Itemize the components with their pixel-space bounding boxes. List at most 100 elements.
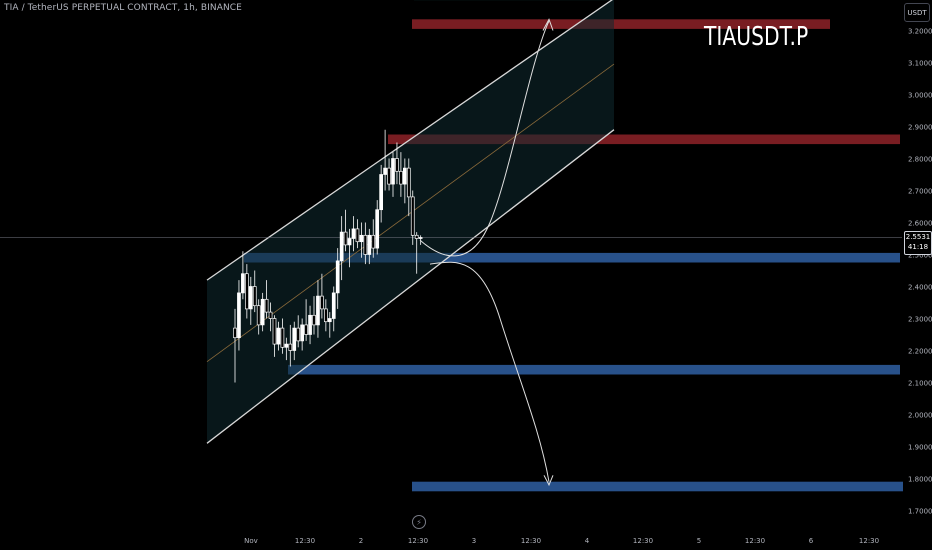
candle-body	[304, 324, 308, 335]
candle-body	[351, 228, 356, 239]
zones-layer	[244, 19, 903, 492]
candle-body	[379, 174, 383, 211]
bolt-icon[interactable]: ⚡	[412, 515, 426, 529]
channel-extension	[414, 0, 614, 1]
bearish-projection	[429, 261, 550, 482]
support-zone	[244, 252, 900, 263]
candle-body	[241, 273, 245, 294]
support-zone	[412, 481, 903, 492]
candle-body	[264, 298, 269, 313]
time-axis: Nov 12:30 2 12:30 3 12:30 4 12:30 5 12:30 6 12:30	[244, 537, 879, 545]
resistance-zone	[388, 134, 900, 145]
price-tick-label: 2.4000	[908, 284, 932, 292]
price-tick-label: 2.6000	[908, 220, 932, 228]
candle-body	[375, 209, 380, 249]
candle-body	[233, 327, 237, 339]
candle-body	[410, 196, 415, 236]
candle-body	[284, 343, 289, 348]
time-tick-label: 2	[359, 537, 363, 545]
candle-body	[406, 167, 411, 198]
candle-body	[343, 231, 348, 246]
time-tick-label: 4	[585, 537, 590, 545]
candle-body	[359, 234, 364, 243]
price-tick-label: 3.2000	[908, 28, 932, 36]
candle-body	[327, 318, 332, 323]
time-tick-label: 6	[809, 537, 814, 545]
price-tick-label: 2.3000	[908, 316, 932, 324]
candle-body	[276, 327, 281, 345]
candle-body	[324, 308, 328, 323]
candle-body	[288, 343, 293, 351]
price-tick-label: 1.7000	[908, 508, 932, 516]
price-tick-label: 1.8000	[908, 476, 932, 484]
support-zone	[288, 364, 900, 375]
price-tick-label: 2.9000	[908, 124, 932, 132]
channel-fill	[207, 0, 614, 444]
candle-body	[320, 295, 324, 310]
candle-body	[256, 305, 261, 326]
symbol-header: TIA / TetherUS PERPETUAL CONTRACT, 1h, B…	[4, 3, 242, 13]
channel-lower-line	[206, 129, 615, 444]
candle-body	[339, 231, 344, 262]
price-tick-label: 2.7000	[908, 188, 932, 196]
time-tick-label: Nov	[244, 537, 258, 545]
candle-body	[371, 234, 376, 249]
price-tick-label: 3.0000	[908, 92, 932, 100]
candle-body	[414, 234, 419, 239]
candle-body	[248, 286, 253, 310]
time-tick-label: 5	[697, 537, 701, 545]
candle-body	[312, 314, 316, 326]
candle-body	[316, 295, 320, 326]
candle-body	[383, 167, 387, 175]
candle-body	[418, 237, 423, 239]
candle-body	[260, 298, 265, 326]
time-tick-label: 12:30	[295, 537, 315, 545]
price-tick-label: 3.1000	[908, 60, 932, 68]
price-tick-label: 1.9000	[908, 444, 932, 452]
time-tick-label: 12:30	[745, 537, 765, 545]
last-price-value: 2.5531	[905, 233, 931, 241]
candle-body	[399, 170, 403, 185]
resistance-zone	[412, 19, 830, 29]
ticker-watermark: TIAUSDT.P	[704, 22, 809, 52]
candle-body	[308, 314, 312, 335]
last-price-label: 2.5531 41:18	[904, 231, 932, 255]
price-axis: 3.2000 3.1000 3.0000 2.9000 2.8000 2.7000 2.60…	[908, 28, 932, 516]
candle-body	[331, 292, 336, 319]
price-tick-label: 2.1000	[908, 380, 932, 388]
candle-body	[296, 327, 301, 342]
candle-body	[280, 327, 285, 348]
arrow-up-icon	[542, 18, 554, 31]
candle-body	[355, 228, 360, 243]
candle-body	[245, 273, 249, 310]
candle-body	[387, 167, 391, 185]
price-tick-label: 2.8000	[908, 156, 932, 164]
time-tick-label: 12:30	[859, 537, 879, 545]
projection-paths	[419, 18, 554, 487]
candle-body	[403, 167, 407, 185]
parallel-channel	[0, 0, 902, 444]
candle-body	[292, 327, 297, 351]
candle-body	[363, 234, 368, 255]
price-tick-label: 2.2000	[908, 348, 932, 356]
candle-body	[272, 318, 277, 345]
candle-body	[347, 238, 352, 246]
channel-upper-line	[206, 0, 613, 281]
candle-body	[300, 324, 304, 342]
candle-body	[237, 292, 241, 339]
time-tick-label: 12:30	[633, 537, 653, 545]
candles-layer	[233, 129, 423, 383]
candle-body	[391, 158, 395, 185]
time-tick-label: 12:30	[408, 537, 428, 545]
time-tick-label: 3	[472, 537, 476, 545]
candle-body	[335, 260, 340, 294]
currency-button[interactable]: USDT	[904, 3, 930, 22]
candle-body	[395, 158, 399, 172]
candle-body	[252, 286, 257, 307]
bullish-projection	[419, 20, 550, 257]
candle-body	[268, 311, 273, 319]
countdown-value: 41:18	[907, 243, 929, 251]
time-tick-label: 12:30	[521, 537, 541, 545]
channel-midline	[206, 63, 615, 363]
